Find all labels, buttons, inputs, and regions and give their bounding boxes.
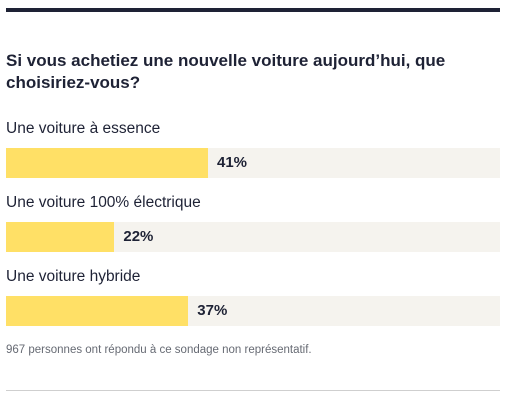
poll-title: Si vous achetiez une nouvelle voiture au… — [6, 51, 446, 92]
top-rule — [6, 8, 500, 12]
bar-category-label: Une voiture hybride — [6, 268, 141, 285]
bottom-rule — [6, 390, 500, 391]
bar-track: 41% — [6, 148, 500, 178]
bar-track: 22% — [6, 222, 500, 252]
bar-value-label: 22% — [123, 228, 154, 245]
bar-track: 37% — [6, 296, 500, 326]
bar-value-label: 37% — [197, 302, 228, 319]
footnote: 967 personnes ont répondu à ce sondage n… — [6, 344, 312, 356]
poll-option-essence: Une voiture à essence 41% — [6, 119, 500, 181]
bar-category-label: Une voiture à essence — [6, 120, 161, 137]
poll-option-hybride: Une voiture hybride 37% — [6, 267, 500, 329]
bar — [6, 148, 208, 178]
bar — [6, 296, 189, 326]
bar — [6, 222, 115, 252]
bar-category-label: Une voiture 100% électrique — [6, 194, 201, 211]
poll-option-electrique: Une voiture 100% électrique 22% — [6, 193, 500, 255]
bar-value-label: 41% — [217, 154, 248, 171]
